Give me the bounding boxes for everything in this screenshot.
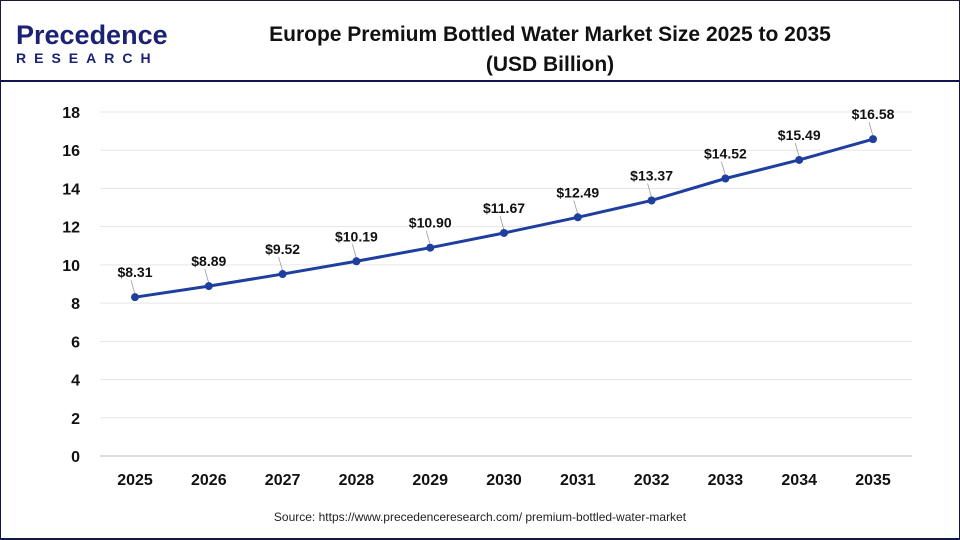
logo-brand-bottom: RESEARCH <box>16 50 159 66</box>
x-tick-label: 2027 <box>265 472 301 489</box>
y-tick-label: 2 <box>71 411 80 428</box>
series-line <box>134 137 874 299</box>
x-tick-label: 2030 <box>486 472 522 489</box>
data-point <box>869 135 877 144</box>
x-tick-label: 2032 <box>634 472 670 489</box>
data-label: $12.49 <box>556 184 599 200</box>
label-leader <box>425 230 431 245</box>
header: Precedence RESEARCH Europe Premium Bottl… <box>0 0 960 80</box>
y-tick-label: 12 <box>62 220 80 237</box>
x-tick-label: 2035 <box>855 472 891 489</box>
y-tick-label: 8 <box>71 296 80 313</box>
chart-title-block: Europe Premium Bottled Water Market Size… <box>220 20 880 80</box>
data-label: $11.67 <box>483 200 525 216</box>
label-leader <box>573 200 579 215</box>
data-label: $13.37 <box>630 167 673 183</box>
data-point <box>204 282 213 291</box>
x-tick-label: 2029 <box>412 472 448 489</box>
data-point <box>721 174 730 183</box>
data-point <box>426 243 435 252</box>
data-point <box>278 270 287 279</box>
label-leader <box>499 215 505 231</box>
data-label: $10.90 <box>409 215 452 231</box>
data-label: $16.58 <box>852 106 895 122</box>
data-label: $8.31 <box>117 264 152 280</box>
source-note: Source: https://www.precedenceresearch.c… <box>273 510 687 524</box>
data-label: $14.52 <box>704 146 747 162</box>
y-tick-label: 10 <box>62 258 80 275</box>
y-tick-label: 14 <box>62 181 80 198</box>
label-leader <box>352 244 357 259</box>
x-tick-label: 2031 <box>560 472 596 489</box>
label-leader <box>868 122 874 137</box>
x-tick-label: 2033 <box>708 472 744 489</box>
data-label: $10.19 <box>335 228 378 244</box>
y-tick-label: 16 <box>62 143 80 160</box>
chart-subtitle: (USD Billion) <box>485 53 615 76</box>
y-tick-label: 18 <box>62 105 80 122</box>
x-tick-label: 2034 <box>781 472 817 489</box>
label-leader <box>278 256 283 272</box>
data-point <box>352 257 361 266</box>
y-tick-label: 6 <box>71 334 80 351</box>
chart-title: Europe Premium Bottled Water Market Size… <box>269 23 831 46</box>
x-tick-label: 2025 <box>117 472 153 489</box>
label-leader <box>794 142 800 158</box>
data-label: $15.49 <box>778 127 821 143</box>
data-point <box>795 155 804 164</box>
x-tick-label: 2026 <box>191 472 227 489</box>
data-point <box>647 196 656 205</box>
precedence-research-logo: Precedence RESEARCH <box>16 20 168 67</box>
label-leader <box>647 183 652 198</box>
header-divider <box>0 80 960 82</box>
label-leader <box>204 268 210 284</box>
data-point <box>131 293 139 302</box>
logo-brand-top: Precedence <box>16 20 168 50</box>
data-point <box>573 213 582 222</box>
y-tick-label: 4 <box>71 373 80 390</box>
data-point <box>500 228 508 237</box>
data-label: $9.52 <box>265 241 300 257</box>
data-label: $8.89 <box>191 253 226 269</box>
x-tick-label: 2028 <box>339 472 375 489</box>
y-tick-label: 0 <box>71 449 80 466</box>
label-leader <box>130 280 136 295</box>
label-leader <box>721 161 726 176</box>
